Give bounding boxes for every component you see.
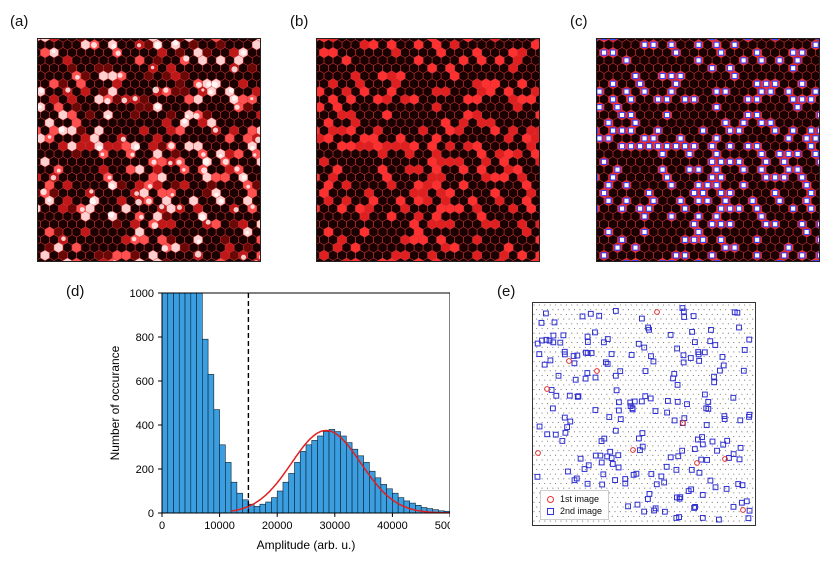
legend-item-first: 1st image [547,493,602,505]
histogram-bar [213,409,220,514]
histogram-bar [196,292,203,514]
histogram-bar [225,462,232,514]
histogram-bar [299,451,307,514]
panel-label-b: (b) [290,13,309,30]
histogram-bar [276,490,284,514]
histogram-bar [265,501,272,514]
histogram-bar [346,442,353,514]
fluorescence-image-c [596,38,820,262]
lattice-occupation-map [532,302,756,526]
fluorescence-image-a [37,38,261,262]
panel-label-e: (e) [497,283,516,300]
histogram-bar [161,292,169,514]
histogram-bar [271,497,278,514]
histogram-bar [207,374,215,514]
plot-frame [161,292,450,514]
histogram-bar [178,292,186,514]
histogram-bars [161,292,450,514]
y-tick-label: 600 [136,376,154,388]
histogram-bar [184,292,192,514]
histogram-bar [219,444,226,514]
y-axis-label: Number of occurance [108,345,122,460]
histogram-bar [357,455,364,514]
histogram-bar [259,503,266,514]
histogram-bar [334,431,341,514]
gaussian-fit-curve [231,429,450,514]
x-tick-label: 10000 [204,520,235,532]
histogram-bar [380,484,387,514]
histogram-bar [317,435,324,514]
hex-lattice [317,39,539,261]
histogram-bar [305,444,313,514]
legend: 1st image 2nd image [540,490,610,520]
histogram-bar [253,506,261,514]
histogram-bar [415,505,422,514]
histogram-bar [173,292,180,514]
histogram-bar [328,429,336,514]
x-tick-label: 20000 [262,520,293,532]
x-tick-label: 0 [159,520,165,532]
y-tick-label: 800 [136,332,154,344]
histogram-bar [294,462,301,514]
second-image-markers [534,305,753,523]
legend-label-first: 1st image [560,494,600,504]
histogram-bar [322,431,330,514]
x-axis-label: Amplitude (arb. u.) [257,538,356,552]
histogram-bar [190,292,197,514]
x-tick-label: 30000 [320,520,351,532]
amplitude-histogram: 0 10000 20000 30000 40000 50000 0 200 400 600 800 1… [108,288,450,552]
square-marker-icon [547,507,554,515]
y-tick-label: 200 [136,464,154,476]
panel-label-a: (a) [10,13,29,30]
legend-label-second: 2nd image [560,506,603,516]
y-tick-label: 1000 [130,288,154,300]
first-image-markers [535,309,746,513]
x-tick-label: 40000 [377,520,408,532]
histogram-bar [409,502,416,514]
histogram-bar [311,440,318,514]
histogram-bar [386,488,393,514]
circle-marker-icon [547,495,554,503]
histogram-bar [288,473,295,514]
legend-item-second: 2nd image [547,505,602,517]
histogram-bar [230,481,238,514]
y-tick-label: 400 [136,420,154,432]
panel-label-d: (d) [66,283,85,300]
fluorescence-image-b [316,38,540,262]
histogram-bar [282,481,290,514]
x-tick-label: 50000 [435,520,450,532]
y-tick-label: 0 [148,508,154,520]
histogram-bar [202,338,209,514]
histogram-bar [167,292,174,514]
panel-label-c: (c) [570,13,588,30]
site-markers [597,39,819,261]
histogram-bar [340,435,347,514]
lattice-dots [533,304,754,522]
